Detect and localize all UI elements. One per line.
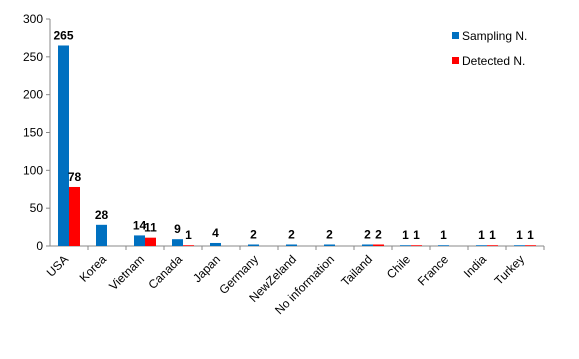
x-tick-label: Japan (190, 252, 223, 285)
value-label: 11 (144, 221, 157, 235)
bar (248, 244, 259, 246)
bar (134, 235, 145, 246)
value-label: 1 (413, 228, 420, 242)
value-label: 9 (174, 222, 181, 236)
bar (183, 245, 194, 246)
y-tick-label: 0 (36, 239, 43, 253)
bar (514, 245, 525, 246)
value-label: 2 (326, 227, 333, 241)
value-label: 1 (402, 228, 409, 242)
value-label: 2 (288, 227, 295, 241)
legend-label: Detected N. (462, 54, 525, 68)
legend-swatch (452, 32, 459, 39)
y-tick-label: 150 (23, 126, 43, 140)
x-tick-label: Chile (384, 252, 413, 281)
value-label: 28 (95, 208, 109, 222)
bar (525, 245, 536, 246)
bar (145, 237, 156, 246)
value-label: 1 (489, 228, 496, 242)
bar (324, 244, 335, 246)
value-label: 1 (527, 228, 534, 242)
value-label: 14 (133, 218, 147, 232)
bar (172, 239, 183, 246)
legend-label: Sampling N. (462, 29, 527, 43)
bar (373, 244, 384, 246)
value-label: 265 (53, 28, 73, 42)
value-label: 1 (516, 228, 523, 242)
value-label: 1 (478, 228, 485, 242)
y-tick-label: 50 (30, 201, 44, 215)
x-tick-label: France (415, 252, 452, 289)
bar (69, 186, 80, 246)
y-tick-label: 300 (23, 12, 43, 26)
value-label: 1 (185, 228, 192, 242)
y-tick-label: 200 (23, 88, 43, 102)
value-label: 2 (250, 227, 257, 241)
value-label: 1 (440, 228, 447, 242)
bar (438, 245, 449, 246)
bar (96, 224, 107, 246)
x-tick-label: Turkey (492, 252, 528, 288)
x-tick-label: Tailand (338, 252, 375, 289)
value-label: 4 (212, 226, 219, 240)
x-tick-label: USA (44, 252, 71, 279)
bar (210, 242, 221, 246)
value-label: 78 (68, 170, 82, 184)
bar (58, 45, 69, 246)
bar (362, 244, 373, 246)
bar (476, 245, 487, 246)
x-tick-label: Canada (145, 252, 185, 292)
y-tick-label: 250 (23, 50, 43, 64)
x-tick-label: Korea (77, 252, 110, 285)
x-tick-label: India (461, 252, 490, 281)
bar (286, 244, 297, 246)
value-label: 2 (375, 227, 382, 241)
y-tick-label: 100 (23, 163, 43, 177)
bar (411, 245, 422, 246)
legend-swatch (452, 57, 459, 64)
x-tick-label: Vietnam (106, 252, 147, 293)
bar (400, 245, 411, 246)
value-label: 2 (364, 227, 371, 241)
bar (487, 245, 498, 246)
